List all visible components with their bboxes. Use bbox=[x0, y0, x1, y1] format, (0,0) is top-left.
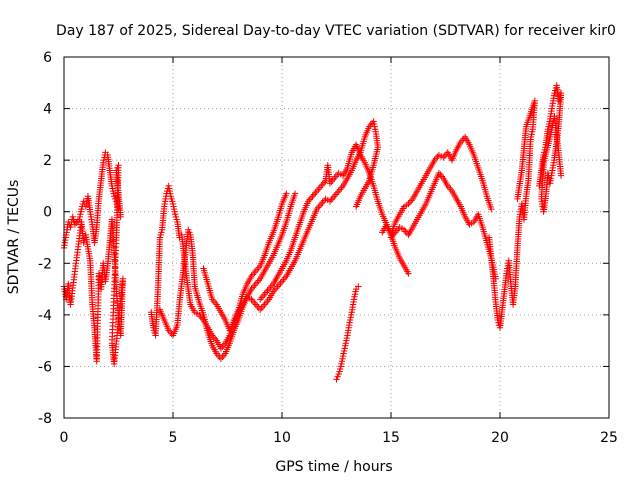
series-trace-11 bbox=[536, 82, 565, 215]
series-trace-1 bbox=[60, 149, 122, 252]
data-point-marker bbox=[283, 190, 290, 197]
x-axis-label: GPS time / hours bbox=[275, 459, 392, 475]
data-point-marker bbox=[277, 279, 284, 287]
data-point-marker bbox=[514, 195, 521, 203]
data-point-marker bbox=[254, 266, 261, 273]
data-point-marker bbox=[352, 203, 360, 210]
data-point-marker bbox=[251, 299, 258, 307]
data-point-marker bbox=[115, 205, 122, 213]
data-point-marker bbox=[251, 269, 258, 276]
data-point-marker bbox=[252, 301, 260, 308]
y-tick-label: 0 bbox=[43, 205, 52, 221]
data-point-marker bbox=[313, 187, 321, 195]
data-point-marker bbox=[355, 283, 362, 290]
series-trace-4 bbox=[156, 190, 299, 362]
data-point-marker bbox=[318, 182, 325, 190]
series-trace-5 bbox=[200, 118, 382, 334]
data-point-marker bbox=[257, 306, 264, 313]
series-trace-8 bbox=[379, 133, 495, 239]
data-point-marker bbox=[319, 181, 326, 188]
data-point-marker bbox=[329, 176, 337, 184]
data-point-marker bbox=[336, 186, 344, 193]
data-point-marker bbox=[406, 199, 414, 206]
data-point-marker bbox=[278, 278, 286, 285]
data-point-marker bbox=[259, 292, 267, 300]
series-trace-10 bbox=[485, 97, 539, 331]
data-point-marker bbox=[252, 280, 260, 288]
plot-frame bbox=[63, 56, 610, 419]
series-trace-3 bbox=[148, 182, 290, 352]
data-point-marker bbox=[249, 297, 257, 305]
data-point-marker bbox=[117, 213, 124, 221]
x-tick-label: 20 bbox=[491, 430, 509, 446]
data-point-marker bbox=[335, 187, 342, 195]
data-point-marker bbox=[332, 191, 339, 198]
y-axis-label: SDTVAR / TECUs bbox=[6, 180, 22, 295]
y-tick-label: -4 bbox=[38, 308, 52, 324]
data-point-marker bbox=[261, 291, 268, 298]
series-trace-6 bbox=[257, 141, 412, 303]
data-points bbox=[60, 82, 565, 383]
y-tick-label: -6 bbox=[38, 359, 52, 375]
data-point-marker bbox=[310, 191, 318, 198]
data-point-marker bbox=[307, 194, 315, 202]
x-tick-label: 15 bbox=[382, 430, 400, 446]
axis-ticks: 0 5 10 15 20 25 -8 -6 -4 -2 0 2 4 6 bbox=[38, 50, 618, 446]
data-point-marker bbox=[251, 282, 258, 289]
data-point-marker bbox=[254, 303, 261, 310]
series-trace-2 bbox=[60, 162, 127, 368]
data-point-marker bbox=[252, 267, 260, 275]
data-point-marker bbox=[291, 190, 299, 197]
data-point-marker bbox=[280, 276, 287, 283]
data-point-marker bbox=[318, 200, 325, 208]
x-tick-label: 0 bbox=[60, 430, 69, 446]
data-point-marker bbox=[315, 186, 322, 193]
data-point-marker bbox=[217, 355, 225, 362]
data-point-marker bbox=[331, 174, 338, 182]
data-point-marker bbox=[328, 196, 335, 203]
data-point-marker bbox=[258, 304, 265, 312]
data-point-marker bbox=[219, 353, 226, 361]
data-point-marker bbox=[331, 193, 338, 200]
series-trace-7 bbox=[333, 283, 362, 383]
data-point-marker bbox=[275, 281, 283, 288]
data-point-marker bbox=[264, 287, 271, 294]
data-point-marker bbox=[316, 202, 323, 209]
x-tick-label: 10 bbox=[273, 430, 291, 446]
data-point-marker bbox=[405, 270, 412, 277]
y-tick-label: -2 bbox=[38, 256, 52, 272]
grid-lines bbox=[64, 57, 609, 418]
data-point-marker bbox=[488, 205, 495, 213]
data-point-marker bbox=[309, 193, 316, 200]
data-point-marker bbox=[557, 172, 565, 179]
data-point-marker bbox=[258, 294, 265, 301]
data-point-marker bbox=[257, 296, 264, 303]
data-point-marker bbox=[262, 299, 270, 307]
y-tick-label: 4 bbox=[43, 102, 52, 118]
data-point-marker bbox=[316, 184, 323, 191]
data-point-marker bbox=[334, 189, 341, 197]
x-tick-label: 5 bbox=[169, 430, 178, 446]
y-tick-label: 6 bbox=[43, 50, 52, 66]
y-tick-label: -8 bbox=[38, 411, 52, 427]
data-point-marker bbox=[312, 189, 319, 197]
data-point-marker bbox=[262, 289, 270, 296]
y-tick-label: 2 bbox=[43, 153, 52, 169]
data-point-marker bbox=[254, 278, 261, 286]
x-tick-label: 25 bbox=[600, 430, 618, 446]
chart-title: Day 187 of 2025, Sidereal Day-to-day VTE… bbox=[56, 23, 616, 39]
data-point-marker bbox=[261, 301, 268, 308]
data-point-marker bbox=[259, 303, 267, 310]
